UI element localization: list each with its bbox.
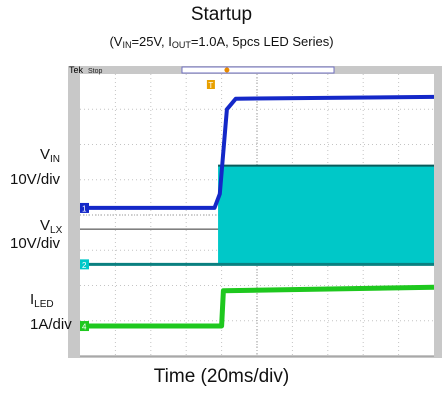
iled-trace [80, 284, 435, 329]
vin-name: VIN [40, 146, 61, 165]
channel-marker-vin [80, 202, 89, 213]
vin-trace [80, 94, 435, 210]
scope-status: Stop [88, 68, 103, 75]
vlx-name: VLX [40, 217, 63, 236]
channel-marker-label-iled: 4 [82, 323, 87, 332]
chart-title: Startup [190, 4, 253, 25]
scope-traces [80, 94, 435, 329]
iled-scale: 1A/div [30, 316, 72, 333]
iled-name: ILED [30, 291, 54, 310]
channel-marker-iled [80, 321, 89, 332]
scope-brand: Tek [69, 65, 84, 75]
channel-marker-label-vlx: 2 [82, 261, 87, 270]
trigger-marker [206, 80, 215, 89]
record-window-bar [181, 66, 335, 74]
vin-scale: 10V/div [10, 171, 61, 188]
x-axis-label: Time (20ms/div) [153, 366, 290, 387]
vlx-scale: 10V/div [10, 235, 61, 252]
trigger-marker-label: T [208, 81, 213, 90]
vlx-switching-band [218, 165, 434, 265]
channel-marker-label-vin: 1 [82, 204, 87, 213]
channel-marker-vlx [80, 259, 89, 270]
chart-subtitle: (VIN=25V, IOUT=1.0A, 5pcs LED Series) [109, 34, 334, 50]
scope-markers: T 1 2 4 [80, 67, 434, 357]
trigger-position-dot [224, 67, 230, 73]
